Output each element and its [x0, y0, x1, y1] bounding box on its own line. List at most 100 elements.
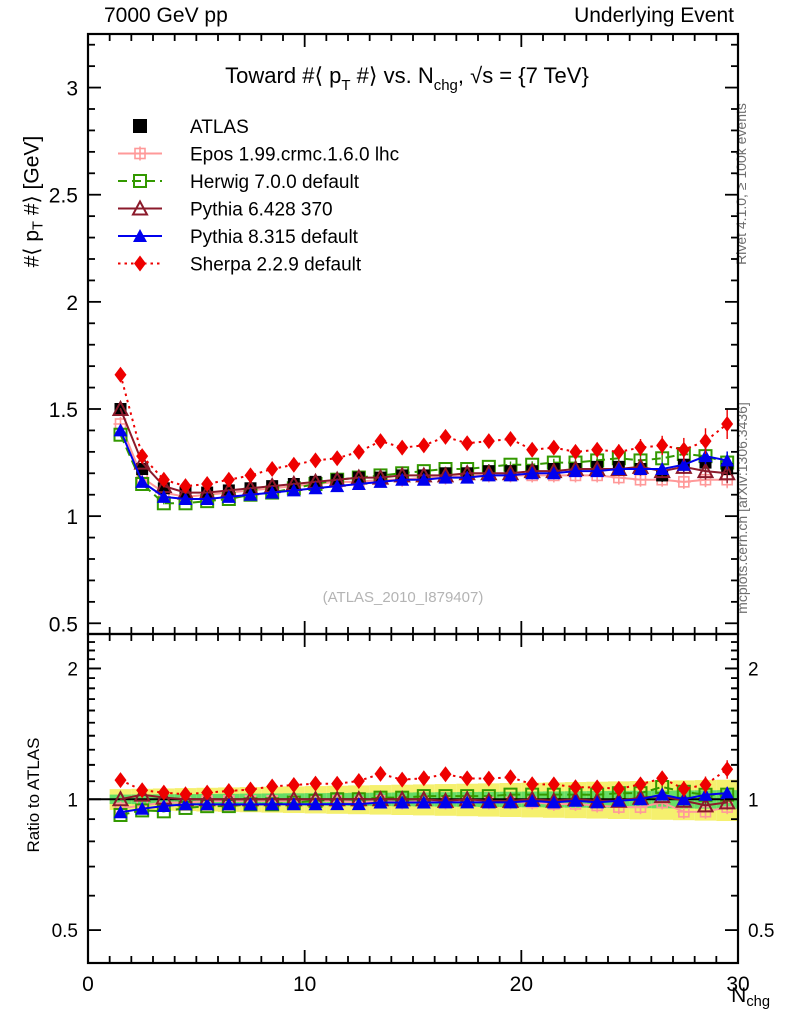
marker-triangle-filled — [351, 797, 366, 811]
legend-item-pythia-8-315-default[interactable]: Pythia 8.315 default — [118, 227, 359, 248]
marker-diamond-filled — [374, 765, 387, 782]
x-tick-label: 10 — [293, 973, 316, 996]
marker-triangle-filled — [698, 449, 713, 463]
legend-item-epos-1-99-crmc-1-6-0-lhc[interactable]: Epos 1.99.crmc.1.6.0 lhc — [118, 145, 399, 166]
marker-triangle-filled — [113, 423, 128, 437]
main-y-tick-label: 2 — [66, 292, 78, 315]
marker-triangle-filled — [200, 492, 215, 505]
marker-triangle-filled — [308, 797, 323, 811]
marker-triangle-filled — [156, 799, 171, 813]
marker-diamond-filled — [569, 779, 582, 796]
marker-diamond-filled — [352, 443, 365, 460]
marker-diamond-filled — [526, 776, 539, 793]
marker-diamond-filled — [157, 471, 170, 488]
marker-triangle-open — [111, 399, 130, 416]
marker-triangle-filled — [546, 466, 561, 480]
legend-item-atlas[interactable]: ATLAS — [133, 117, 249, 138]
marker-diamond-filled — [222, 783, 235, 800]
marker-diamond-filled — [136, 448, 149, 465]
legend-item-herwig-7-0-0-default[interactable]: Herwig 7.0.0 default — [118, 172, 360, 193]
marker-diamond-filled — [396, 439, 409, 456]
marker-triangle-open — [718, 793, 736, 810]
marker-triangle-filled — [525, 466, 540, 480]
marker-diamond-filled — [547, 776, 560, 793]
marker-triangle-filled — [178, 797, 193, 811]
marker-diamond-filled — [352, 772, 365, 789]
legend-item-sherpa-2-2-9-default[interactable]: Sherpa 2.2.9 default — [118, 255, 362, 276]
marker-triangle-filled — [698, 787, 713, 801]
main-y-tick-label: 0.5 — [49, 613, 78, 636]
marker-triangle-filled — [481, 795, 496, 809]
ratio-y-tick-label: 1 — [67, 790, 78, 811]
marker-diamond-filled — [504, 769, 517, 786]
marker-triangle-filled — [611, 793, 626, 807]
marker-triangle-filled — [655, 462, 670, 475]
marker-diamond-filled — [374, 433, 387, 450]
ratio-sherpa-2-2-9-default — [114, 760, 734, 803]
marker-triangle-filled — [633, 462, 648, 475]
marker-diamond-filled — [634, 776, 647, 793]
marker-triangle-filled — [416, 795, 431, 809]
marker-diamond-filled — [114, 772, 127, 789]
series-sherpa-2-2-9-default — [114, 366, 734, 495]
marker-triangle-filled — [221, 797, 236, 811]
marker-triangle-filled — [200, 797, 215, 811]
marker-triangle-filled — [590, 795, 605, 809]
marker-diamond-filled — [656, 770, 669, 787]
marker-diamond-filled — [482, 433, 495, 450]
legend-label: Sherpa 2.2.9 default — [190, 255, 362, 276]
marker-diamond-filled — [331, 450, 344, 467]
main-panel-frame — [86, 32, 740, 636]
marker-square-open — [133, 174, 147, 188]
marker-diamond-filled — [222, 471, 235, 488]
marker-triangle-filled — [676, 792, 691, 806]
marker-diamond-filled — [547, 439, 560, 456]
marker-triangle-open — [133, 785, 151, 802]
watermark-label: (ATLAS_2010_I879407) — [323, 589, 484, 606]
main-line — [119, 434, 728, 505]
marker-triangle-filled — [720, 786, 735, 800]
marker-diamond-filled — [439, 428, 452, 445]
marker-triangle-filled — [156, 489, 171, 503]
marker-diamond-filled — [287, 777, 300, 794]
marker-triangle-open — [111, 790, 130, 807]
marker-diamond-filled — [461, 435, 474, 452]
marker-diamond-filled — [331, 775, 344, 792]
marker-diamond-filled — [612, 443, 625, 460]
marker-diamond-filled — [612, 780, 625, 797]
ratio-y-tick-label: 2 — [67, 659, 78, 680]
marker-diamond-filled — [244, 781, 257, 798]
marker-triangle-filled — [243, 797, 258, 811]
marker-diamond-filled — [134, 255, 146, 272]
marker-triangle-open — [696, 462, 715, 479]
x-axis-label: Nchg — [731, 984, 770, 1011]
marker-diamond-filled — [461, 770, 474, 787]
marker-triangle-filled — [330, 479, 345, 493]
marker-diamond-filled — [417, 437, 430, 454]
marker-triangle-filled — [416, 472, 431, 486]
ratio-y-tick-label-right: 1 — [748, 790, 759, 811]
marker-diamond-filled — [114, 366, 127, 383]
marker-triangle-filled — [286, 483, 301, 497]
marker-triangle-filled — [481, 468, 496, 482]
legend-item-pythia-6-428-370[interactable]: Pythia 6.428 370 — [118, 199, 333, 221]
marker-square-filled — [133, 119, 147, 133]
legend-label: Pythia 8.315 default — [190, 227, 359, 248]
marker-triangle-filled — [243, 487, 258, 501]
marker-diamond-filled — [504, 431, 517, 447]
marker-diamond-filled — [634, 439, 647, 456]
legend-label: ATLAS — [190, 117, 249, 138]
marker-triangle-filled — [460, 470, 475, 484]
marker-diamond-filled — [201, 476, 214, 492]
main-y-tick-label: 1 — [66, 506, 78, 529]
marker-triangle-filled — [720, 453, 735, 467]
marker-triangle-filled — [590, 464, 605, 478]
marker-triangle-filled — [113, 805, 128, 819]
ratio-pythia-8-315-default — [113, 786, 735, 819]
marker-triangle-filled — [351, 477, 366, 490]
marker-diamond-filled — [721, 761, 734, 778]
marker-diamond-filled — [699, 433, 712, 450]
marker-triangle-filled — [330, 797, 345, 811]
marker-diamond-filled — [439, 766, 452, 783]
marker-triangle-filled — [178, 492, 193, 505]
